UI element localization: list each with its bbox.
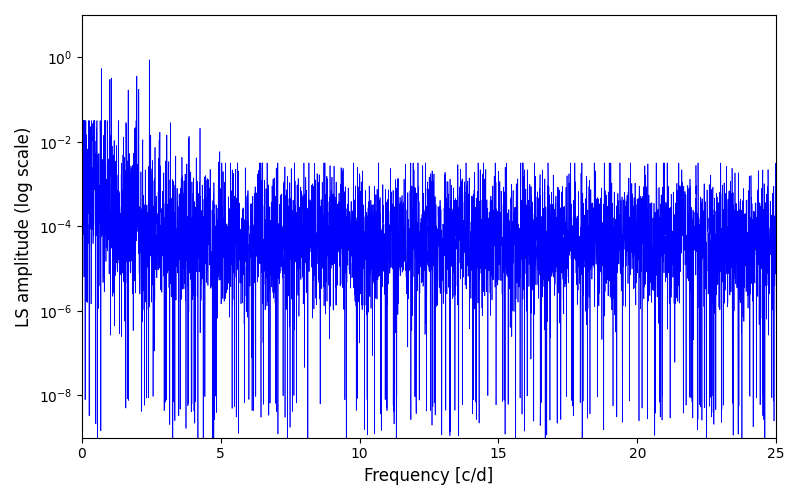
X-axis label: Frequency [c/d]: Frequency [c/d] [364,467,494,485]
Y-axis label: LS amplitude (log scale): LS amplitude (log scale) [15,126,33,326]
